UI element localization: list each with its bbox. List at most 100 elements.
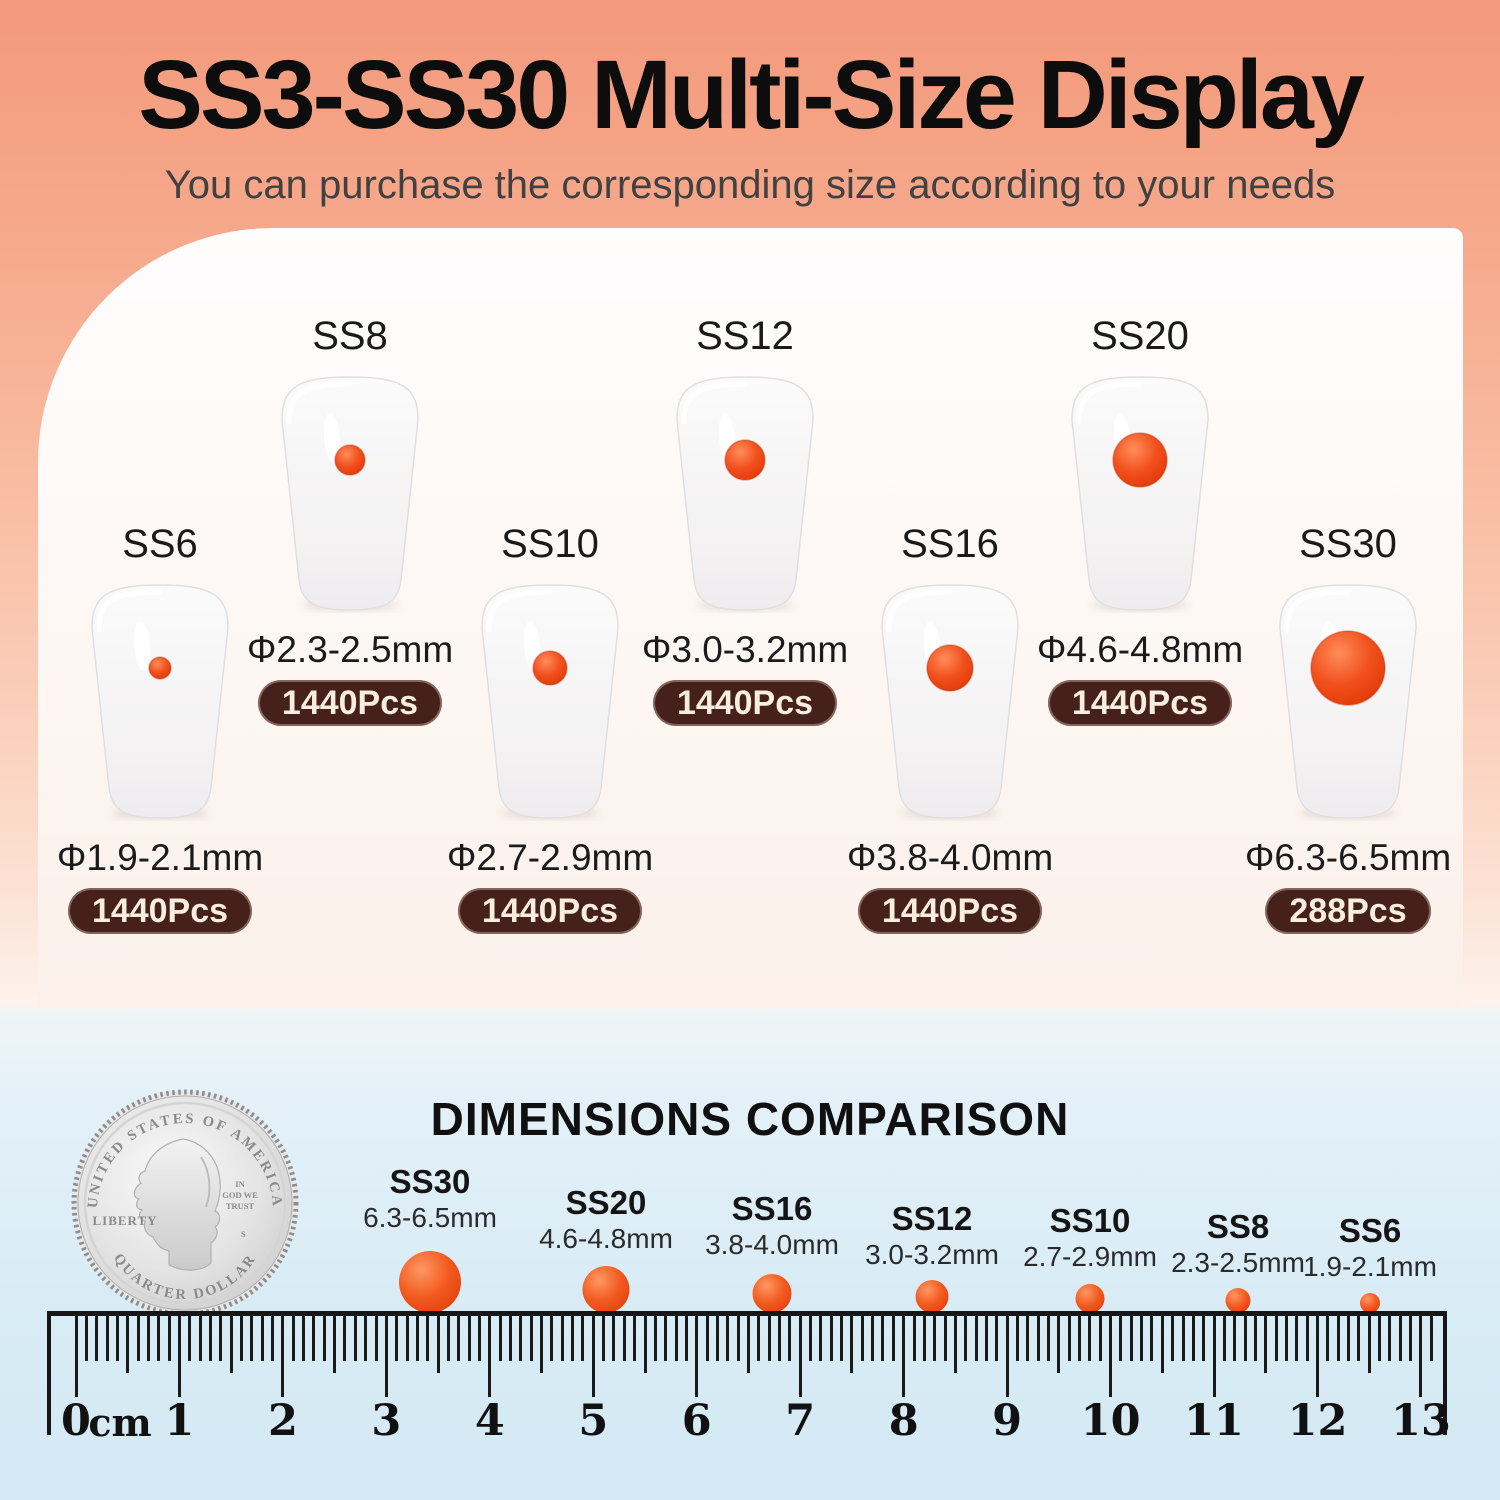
rhinestone-gem <box>1310 630 1386 706</box>
ruler-tick <box>664 1313 668 1361</box>
ruler-tick <box>612 1313 616 1361</box>
rhinestone-gem <box>334 444 366 476</box>
ruler-tick <box>1026 1313 1030 1361</box>
diameter-label: Φ2.3-2.5mm <box>246 629 454 670</box>
ruler-tick <box>1181 1313 1185 1361</box>
ruler-tick <box>219 1313 223 1361</box>
size-dot-ss6 <box>1360 1293 1380 1313</box>
ruler-tick <box>1078 1313 1082 1361</box>
ruler-tick <box>405 1313 409 1361</box>
ruler-tick <box>198 1313 202 1361</box>
ruler-tick <box>1109 1313 1113 1397</box>
nail-tip <box>1279 584 1417 819</box>
ruler-number: 2 <box>267 1396 298 1446</box>
ruler-tick <box>1253 1313 1257 1361</box>
nail-edge-highlight <box>1284 589 1351 633</box>
ruler-tick <box>322 1313 326 1361</box>
comp-item-ss20: SS20 4.6-4.8mm <box>496 1184 716 1255</box>
nail-gloss <box>133 621 151 671</box>
ruler-tick <box>1347 1313 1351 1361</box>
quantity-badge: 288Pcs <box>1265 888 1431 934</box>
ruler-tick <box>850 1313 854 1373</box>
ruler-number: 12 <box>1287 1396 1348 1446</box>
nail-edge-highlight <box>681 381 748 425</box>
ruler-tick <box>860 1313 864 1361</box>
ruler-tick <box>695 1313 699 1397</box>
rhinestone-gem <box>1112 432 1168 488</box>
comp-size-name: SS30 <box>389 1163 471 1200</box>
coin-motto-line3: TRUST <box>226 1201 255 1211</box>
ruler-tick <box>798 1313 802 1397</box>
ruler-tick <box>943 1313 947 1361</box>
ruler-number: 11 <box>1184 1396 1244 1446</box>
coin-motto-line2: GOD WE <box>222 1190 258 1200</box>
ruler-tick <box>1295 1313 1299 1361</box>
comp-item-ss16: SS16 3.8-4.0mm <box>662 1190 882 1261</box>
ruler-tick <box>560 1313 564 1361</box>
ruler-number: 4 <box>474 1396 505 1446</box>
ruler-tick <box>1429 1313 1433 1361</box>
ruler-tick <box>809 1313 813 1361</box>
ruler-tick <box>426 1313 430 1361</box>
ruler-number: 13 <box>1391 1396 1451 1446</box>
ruler-tick <box>871 1313 875 1361</box>
ruler-tick <box>1419 1313 1423 1397</box>
ruler-tick <box>446 1313 450 1361</box>
nail-size-name: SS10 <box>501 522 599 566</box>
size-dot-ss12 <box>915 1280 949 1313</box>
ruler-tick <box>395 1313 399 1361</box>
nail-edge-highlight <box>886 589 953 633</box>
ruler-tick <box>571 1313 575 1361</box>
coin-liberty-text: LIBERTY <box>92 1213 157 1228</box>
ruler-tick <box>229 1313 233 1373</box>
comp-size-range: 3.0-3.2mm <box>865 1239 999 1270</box>
ruler-tick <box>1191 1313 1195 1361</box>
ruler-tick <box>498 1313 502 1361</box>
ruler-tick <box>477 1313 481 1361</box>
diameter-label: Φ3.8-4.0mm <box>846 837 1054 878</box>
ruler-tick <box>902 1313 906 1397</box>
ruler-tick <box>840 1313 844 1361</box>
nail-tip <box>676 376 814 611</box>
page-subtitle: You can purchase the corresponding size … <box>164 163 1336 207</box>
diameter-label: Φ1.9-2.1mm <box>56 837 264 878</box>
comp-size-range: 6.3-6.5mm <box>363 1202 497 1233</box>
ruler-tick <box>333 1313 337 1373</box>
ruler-tick <box>457 1313 461 1361</box>
ruler-tick <box>736 1313 740 1361</box>
nail-edge-highlight <box>1076 381 1143 425</box>
nail-edge-highlight <box>286 381 353 425</box>
ruler-tick <box>353 1313 357 1361</box>
ruler-tick <box>529 1313 533 1361</box>
ruler-tick <box>157 1313 161 1361</box>
ruler-tick <box>1398 1313 1402 1361</box>
ruler-tick <box>1409 1313 1413 1361</box>
comp-size-name: SS6 <box>1338 1212 1402 1249</box>
nail-body <box>91 584 229 819</box>
ruler-tick <box>912 1313 916 1361</box>
ruler-tick <box>922 1313 926 1361</box>
coin-motto-line1: IN <box>235 1179 245 1189</box>
quantity-badge: 1440Pcs <box>857 888 1043 934</box>
ruler-tick <box>364 1313 368 1361</box>
comparison-title: DIMENSIONS COMPARISON <box>430 1093 1070 1145</box>
ruler-tick <box>1388 1313 1392 1361</box>
ruler-tick <box>550 1313 554 1361</box>
nail-gloss <box>323 413 341 463</box>
ruler-tick <box>126 1313 130 1373</box>
ruler-tick <box>74 1313 78 1397</box>
comp-item-ss6: SS6 1.9-2.1mm <box>1260 1212 1480 1283</box>
ruler-tick <box>788 1313 792 1361</box>
ruler-tick <box>467 1313 471 1361</box>
ruler-tick <box>1140 1313 1144 1361</box>
ruler-tick <box>1171 1313 1175 1361</box>
ruler-tick <box>674 1313 678 1361</box>
ruler-tick <box>1367 1313 1371 1373</box>
ruler-tick <box>1336 1313 1340 1361</box>
ruler-tick <box>509 1313 513 1361</box>
ruler-tick <box>995 1313 999 1361</box>
ruler-tick <box>1129 1313 1133 1361</box>
comp-item-ss12: SS12 3.0-3.2mm <box>822 1200 1042 1271</box>
ruler-tick <box>1222 1313 1226 1361</box>
